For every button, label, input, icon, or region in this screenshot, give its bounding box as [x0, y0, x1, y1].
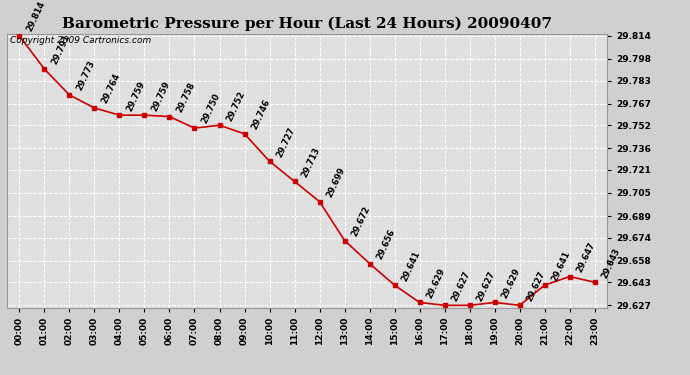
Text: 29.752: 29.752 — [225, 89, 247, 123]
Title: Barometric Pressure per Hour (Last 24 Hours) 20090407: Barometric Pressure per Hour (Last 24 Ho… — [62, 17, 552, 31]
Text: 29.627: 29.627 — [525, 269, 547, 303]
Text: 29.627: 29.627 — [475, 269, 497, 303]
Text: 29.746: 29.746 — [250, 98, 272, 131]
Text: 29.641: 29.641 — [550, 249, 572, 282]
Text: 29.647: 29.647 — [575, 241, 597, 274]
Text: 29.627: 29.627 — [450, 269, 472, 303]
Text: 29.699: 29.699 — [325, 166, 347, 199]
Text: 29.713: 29.713 — [300, 146, 322, 178]
Text: 29.814: 29.814 — [25, 0, 47, 33]
Text: Copyright 2009 Cartronics.com: Copyright 2009 Cartronics.com — [10, 36, 151, 45]
Text: 29.629: 29.629 — [425, 267, 447, 300]
Text: 29.641: 29.641 — [400, 249, 422, 282]
Text: 29.750: 29.750 — [200, 92, 222, 125]
Text: 29.773: 29.773 — [75, 59, 97, 92]
Text: 29.643: 29.643 — [600, 246, 622, 279]
Text: 29.656: 29.656 — [375, 228, 397, 261]
Text: 29.759: 29.759 — [150, 80, 172, 112]
Text: 29.727: 29.727 — [275, 126, 297, 159]
Text: 29.758: 29.758 — [175, 81, 197, 114]
Text: 29.629: 29.629 — [500, 267, 522, 300]
Text: 29.672: 29.672 — [350, 205, 372, 238]
Text: 29.791: 29.791 — [50, 33, 72, 66]
Text: 29.764: 29.764 — [100, 72, 122, 105]
Text: 29.759: 29.759 — [125, 80, 147, 112]
